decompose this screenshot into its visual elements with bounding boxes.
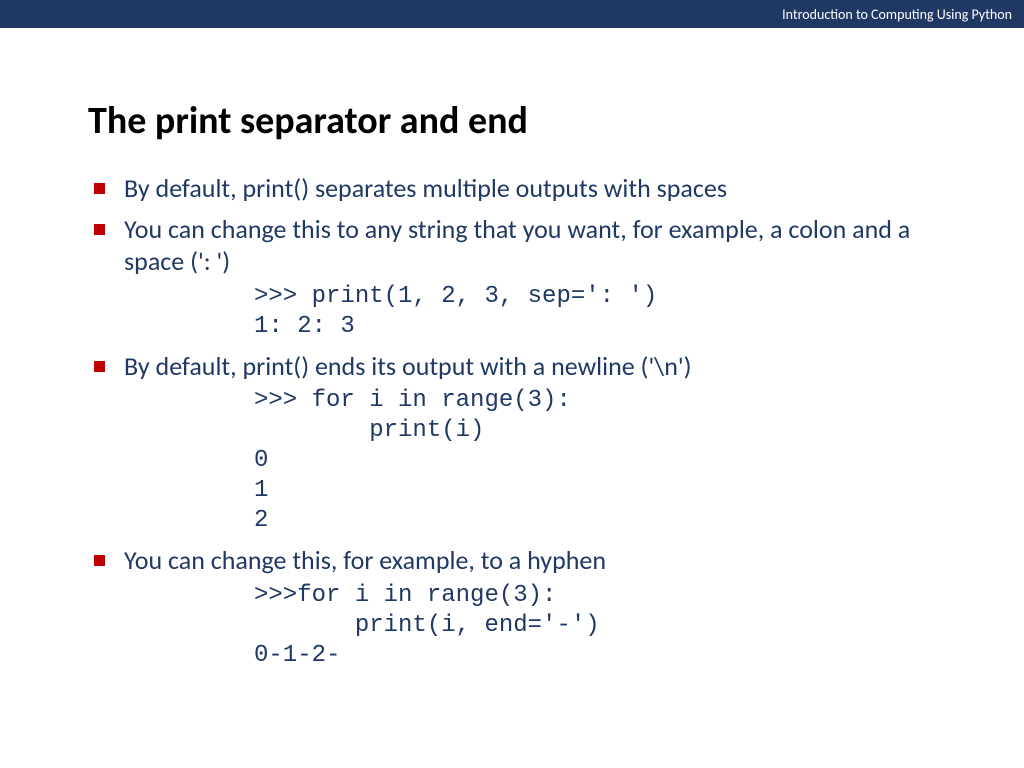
bullet-item: By default, print() separates multiple o… (88, 172, 936, 205)
code-block: >>> print(1, 2, 3, sep=': ') 1: 2: 3 (254, 282, 936, 342)
bullet-item: You can change this to any string that y… (88, 213, 936, 342)
bullet-list: By default, print() separates multiple o… (88, 172, 936, 671)
bullet-text: You can change this, for example, to a h… (124, 544, 606, 576)
header-text: Introduction to Computing Using Python (782, 6, 1012, 23)
code-block: >>> for i in range(3): print(i) 0 1 2 (254, 386, 936, 536)
bullet-text: By default, print() separates multiple o… (124, 172, 727, 204)
bullet-text: You can change this to any string that y… (124, 213, 910, 278)
header-bar: Introduction to Computing Using Python (0, 0, 1024, 28)
code-block: >>>for i in range(3): print(i, end='-') … (254, 581, 936, 671)
bullet-item: By default, print() ends its output with… (88, 350, 936, 537)
slide-content: The print separator and end By default, … (0, 28, 1024, 671)
bullet-item: You can change this, for example, to a h… (88, 544, 936, 671)
slide-title: The print separator and end (88, 98, 936, 144)
bullet-text: By default, print() ends its output with… (124, 350, 692, 382)
